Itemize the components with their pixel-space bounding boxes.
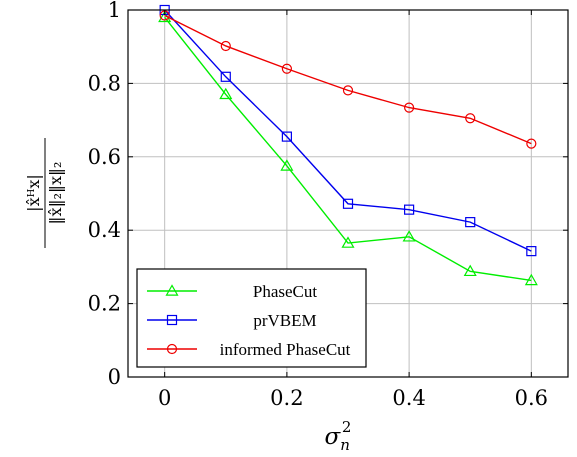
data-point-prvbem	[281, 131, 292, 142]
data-point-phasecut	[219, 87, 233, 100]
data-point-informed-phasecut	[404, 102, 415, 113]
x-axis-label: σn2	[325, 418, 352, 454]
series-line-prvbem	[164, 9, 532, 252]
data-point-prvbem	[465, 217, 476, 228]
legend-label-informed-phasecut: informed PhaseCut	[220, 340, 351, 359]
data-point-informed-phasecut	[281, 63, 292, 74]
plot-frame	[127, 9, 569, 378]
axis-ticks: 0 0.2 0.4 0.6 0 0.2 0.4 0.6 0.8 1	[88, 0, 568, 410]
y-tick-label: 0	[108, 365, 121, 389]
x-tick-label: 0.6	[515, 386, 548, 410]
legend-label-phasecut: PhaseCut	[253, 282, 318, 301]
legend-swatch-marker	[166, 314, 178, 326]
series-prvbem	[159, 4, 537, 257]
legend-entry-informed-phasecut: informed PhaseCut	[147, 340, 351, 359]
legend-swatch-marker	[165, 284, 179, 296]
legend-label-prvbem: prVBEM	[253, 311, 316, 330]
data-point-prvbem	[342, 198, 354, 209]
y-axis-label-numerator: |x̂ᴴx|	[24, 174, 43, 212]
data-point-phasecut	[280, 159, 294, 171]
y-tick-label: 0.2	[88, 292, 121, 316]
series-line-phasecut	[164, 16, 532, 282]
x-tick-label: 0.4	[392, 386, 425, 410]
legend-entry-phasecut: PhaseCut	[147, 282, 317, 301]
data-point-prvbem	[526, 246, 537, 257]
x-tick-label: 0	[158, 386, 171, 410]
data-point-informed-phasecut	[465, 113, 476, 124]
data-point-phasecut	[463, 264, 477, 277]
plot-series	[158, 4, 538, 286]
data-point-prvbem	[220, 71, 231, 82]
data-point-informed-phasecut	[220, 40, 231, 52]
y-axis-label: |x̂ᴴx| ‖x̂‖₂‖x‖₂	[24, 138, 65, 248]
x-axis-label-sub: n	[340, 436, 350, 454]
legend-box	[136, 268, 367, 368]
series-informed-phasecut	[159, 10, 537, 149]
y-axis-label-denominator: ‖x̂‖₂‖x‖₂	[46, 162, 65, 225]
legend: PhaseCut prVBEM informed PhaseCut	[136, 268, 367, 368]
series-phasecut	[158, 10, 538, 286]
series-line-informed-phasecut	[164, 14, 532, 145]
data-point-informed-phasecut	[526, 138, 537, 149]
y-tick-label: 0.8	[88, 71, 121, 95]
data-point-informed-phasecut	[342, 85, 354, 96]
data-point-phasecut	[341, 236, 355, 248]
y-tick-label: 1	[108, 0, 121, 22]
data-point-phasecut	[524, 273, 538, 286]
x-axis-label-base: σ	[325, 424, 342, 450]
data-point-phasecut	[402, 230, 416, 242]
legend-swatch-marker	[166, 343, 178, 355]
y-tick-label: 0.4	[88, 218, 121, 242]
x-tick-label: 0.2	[270, 386, 303, 410]
legend-entry-prvbem: prVBEM	[147, 311, 317, 330]
y-tick-label: 0.6	[88, 145, 121, 169]
data-point-prvbem	[404, 204, 415, 215]
x-axis-label-sup: 2	[342, 418, 352, 436]
